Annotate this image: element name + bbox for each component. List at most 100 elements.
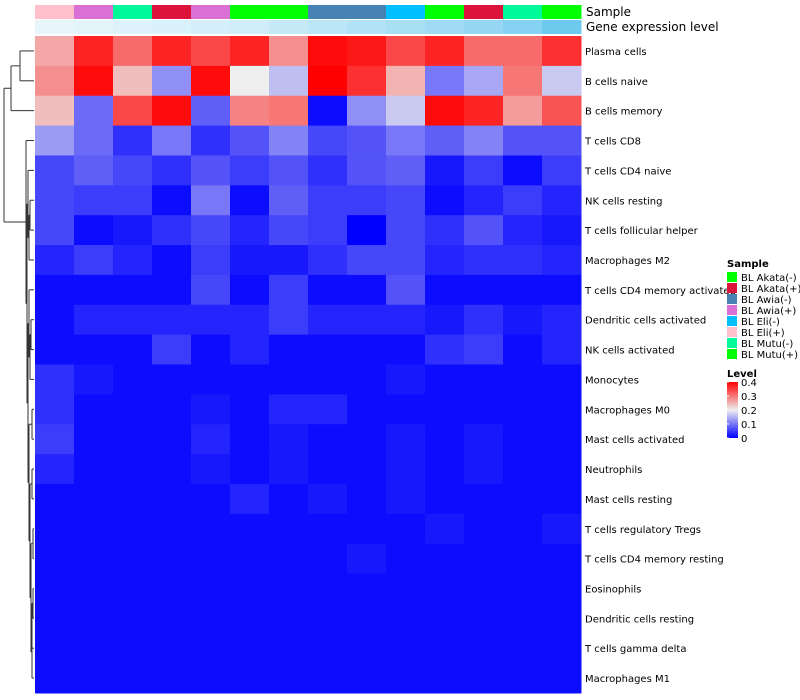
heatmap-cell (152, 364, 192, 395)
heatmap-cell (35, 663, 75, 694)
heatmap-cell (269, 36, 309, 67)
heatmap-cell (113, 274, 153, 306)
heatmap-cell (503, 394, 543, 425)
expression-annotation-cell (74, 20, 114, 34)
heatmap-cell (152, 424, 192, 455)
heatmap-cell (308, 454, 348, 485)
heatmap-cell (191, 36, 231, 67)
heatmap-cell (191, 603, 231, 634)
heatmap-cell (74, 334, 114, 365)
heatmap-cell (464, 663, 504, 694)
heatmap-cell (464, 304, 504, 336)
heatmap-cell (464, 36, 504, 67)
sample-legend-swatch (727, 338, 737, 348)
heatmap-cell (503, 424, 543, 455)
heatmap-cell (386, 95, 426, 127)
heatmap-cell (230, 513, 270, 545)
heatmap-cell (308, 245, 348, 276)
heatmap-cell (503, 603, 543, 634)
heatmap-cell (542, 513, 582, 545)
level-legend-title: Level (727, 369, 757, 380)
heatmap-cell (191, 125, 231, 156)
heatmap-cell (191, 245, 231, 276)
heatmap-cell (152, 573, 192, 604)
heatmap-cell (308, 334, 348, 365)
row-label: Mast cells resting (585, 495, 672, 506)
heatmap-cell (74, 663, 114, 694)
sample-legend-label: BL Awia(-) (741, 295, 792, 306)
heatmap-cell (113, 304, 153, 336)
heatmap-cell (191, 513, 231, 545)
heatmap-cell (347, 663, 387, 694)
heatmap-cell (191, 454, 231, 485)
heatmap-cell (35, 454, 75, 485)
heatmap-cell (74, 125, 114, 156)
heatmap-cell (152, 394, 192, 425)
heatmap-cell (542, 454, 582, 485)
heatmap-cell (152, 65, 192, 97)
heatmap-cell (35, 304, 75, 336)
heatmap-cell (542, 155, 582, 186)
row-dendrogram (3, 50, 34, 679)
heatmap-cell (113, 513, 153, 545)
heatmap-cell (425, 663, 465, 694)
heatmap-cells (35, 36, 582, 694)
heatmap-cell (542, 334, 582, 365)
heatmap-cell (503, 245, 543, 276)
heatmap-cell (542, 304, 582, 336)
heatmap-cell (386, 245, 426, 276)
heatmap-cell (191, 65, 231, 97)
heatmap-cell (269, 633, 309, 664)
sample-legend-label: BL Akata(-) (741, 273, 797, 284)
expression-annotation-cell (230, 20, 270, 34)
heatmap-cell (74, 513, 114, 545)
heatmap-cell (35, 334, 75, 365)
heatmap-cell (74, 454, 114, 485)
heatmap-cell (152, 185, 192, 216)
heatmap-cell (74, 65, 114, 97)
heatmap-cell (542, 125, 582, 156)
heatmap-cell (113, 245, 153, 276)
heatmap-cell (74, 603, 114, 634)
heatmap-cell (386, 155, 426, 186)
sample-annotation-cell (542, 5, 582, 19)
heatmap-cell (425, 65, 465, 97)
heatmap-cell (386, 633, 426, 664)
expression-annotation-cell (269, 20, 309, 34)
sample-legend-label: BL Eli(-) (741, 317, 780, 328)
heatmap-cell (230, 454, 270, 485)
heatmap-cell (74, 573, 114, 604)
heatmap-cell (347, 394, 387, 425)
heatmap-cell (35, 185, 75, 216)
sample-legend-swatch (727, 272, 737, 282)
expression-annotation-cell (542, 20, 582, 34)
heatmap-cell (113, 394, 153, 425)
heatmap-cell (425, 95, 465, 127)
heatmap-cell (230, 65, 270, 97)
heatmap-cell (269, 424, 309, 455)
sample-legend-swatch (727, 349, 737, 359)
heatmap-cell (464, 65, 504, 97)
heatmap-cell (308, 364, 348, 395)
heatmap-cell (347, 215, 387, 246)
heatmap-cell (152, 513, 192, 545)
heatmap-cell (269, 125, 309, 156)
heatmap-cell (503, 274, 543, 306)
row-label: Plasma cells (585, 47, 647, 58)
heatmap-cell (425, 334, 465, 365)
heatmap-cell (230, 334, 270, 365)
row-label: NK cells resting (585, 196, 662, 207)
heatmap-cell (152, 603, 192, 634)
sample-legend-label: BL Akata(+) (741, 284, 800, 295)
sample-annotation-cell (152, 5, 192, 19)
heatmap-cell (230, 424, 270, 455)
heatmap-cell (347, 573, 387, 604)
heatmap-cell (191, 483, 231, 515)
heatmap-cell (230, 394, 270, 425)
heatmap-cell (503, 36, 543, 67)
expression-annotation-cell (113, 20, 153, 34)
heatmap-cell (386, 304, 426, 336)
heatmap-cell (191, 304, 231, 336)
heatmap-cell (269, 274, 309, 306)
